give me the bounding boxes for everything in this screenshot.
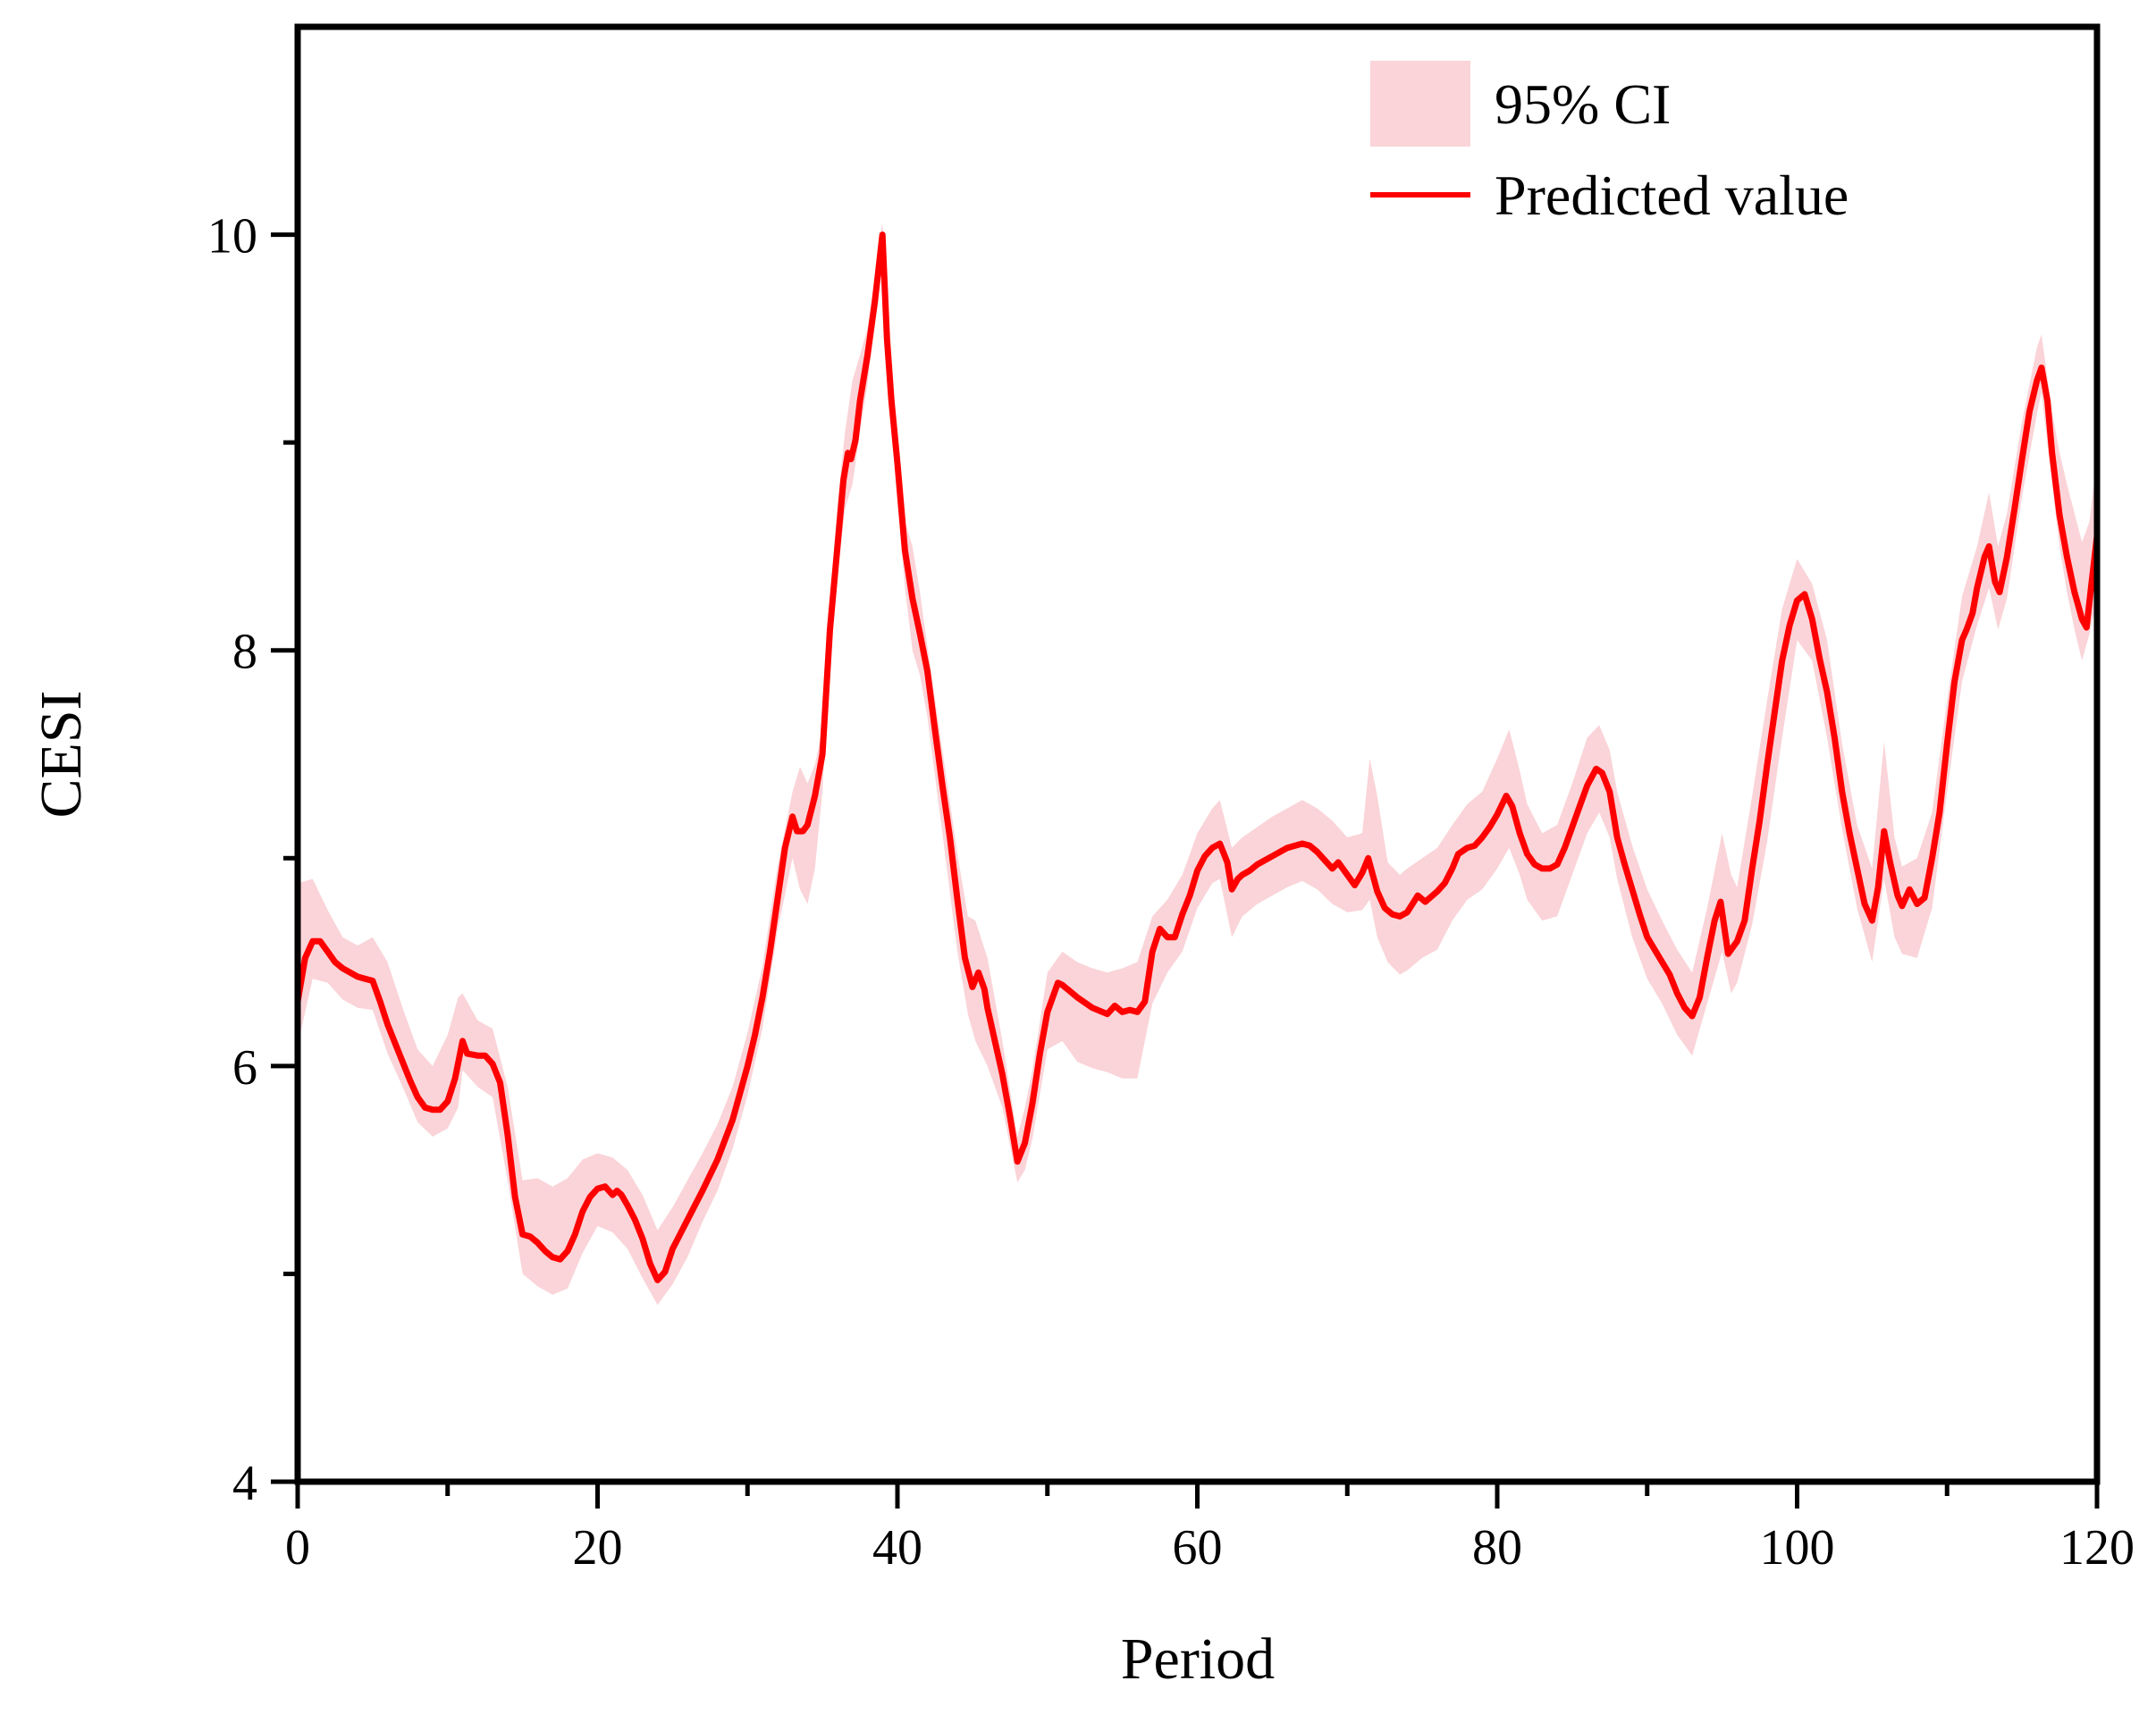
x-tick-label: 80: [1472, 1520, 1522, 1576]
legend-ci-label: 95% CI: [1495, 72, 1671, 136]
x-tick-label: 0: [285, 1520, 310, 1576]
ci-band: [298, 222, 2097, 1306]
x-tick-label: 120: [2059, 1520, 2135, 1576]
x-axis-title: Period: [1121, 1626, 1275, 1692]
plot-frame: [294, 23, 2101, 1485]
legend-line-label: Predicted value: [1495, 164, 1849, 227]
predicted-line: [294, 231, 2101, 1283]
y-tick-label: 4: [232, 1456, 257, 1511]
y-axis-title: CESI: [29, 690, 94, 818]
y-tick-label: 6: [232, 1040, 257, 1096]
x-tick-label: 100: [1760, 1520, 1835, 1576]
x-tick-label: 20: [573, 1520, 623, 1576]
y-tick-label: 8: [232, 625, 257, 680]
legend-ci-swatch: [1370, 61, 1470, 147]
x-tick-label: 60: [1173, 1520, 1223, 1576]
y-tick-label: 10: [207, 209, 257, 265]
legend: 95% CI Predicted value: [1370, 61, 1849, 227]
axis-ticks: [271, 232, 2100, 1509]
x-tick-label: 40: [872, 1520, 922, 1576]
